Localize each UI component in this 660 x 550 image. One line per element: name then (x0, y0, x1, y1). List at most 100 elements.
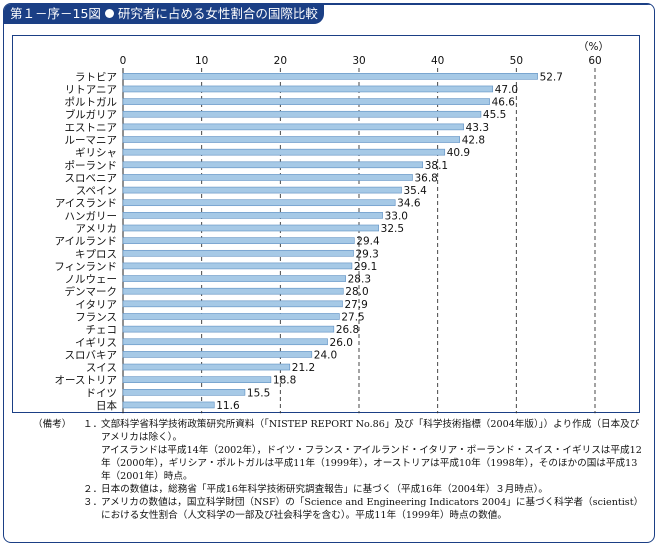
bar (122, 161, 424, 169)
bar (122, 123, 464, 131)
value-label: 24.0 (314, 349, 337, 361)
category-label: スイス (86, 362, 117, 374)
bar (122, 363, 291, 371)
value-label: 32.5 (381, 223, 404, 235)
bar (122, 376, 272, 383)
figure-frame: 第１－序－15図 研究者に占める女性割合の国際比較 (3, 3, 655, 543)
note-item: １． 文部科学省科学技術政策研究所資料（「NISTEP REPORT No.86」… (83, 418, 643, 483)
bullet-icon (104, 9, 114, 18)
category-label: アイスランド (55, 198, 117, 210)
note-text: アイスランドは平成14年（2002年），ドイツ・フランス・アイルランド・イタリア… (101, 445, 642, 482)
value-label: 11.6 (216, 400, 240, 412)
value-label: 42.8 (462, 135, 485, 147)
value-label: 26.0 (330, 337, 353, 349)
bar (122, 300, 343, 308)
figure-title: 研究者に占める女性割合の国際比較 (117, 6, 318, 21)
bar (122, 351, 313, 358)
x-tick-label: 0 (120, 55, 127, 67)
unit-label: （%） (578, 41, 609, 53)
note-text: 文部科学省科学技術政策研究所資料（「NISTEP REPORT No.86」及び… (101, 419, 640, 443)
bar (122, 389, 246, 396)
bar (122, 237, 355, 244)
category-label: ラトビア (75, 71, 117, 83)
value-label: 47.0 (495, 84, 518, 96)
category-label: ポーランド (65, 160, 118, 172)
value-label: 34.6 (397, 198, 421, 210)
value-label: 26.8 (336, 324, 359, 336)
category-label: イタリア (75, 299, 117, 311)
title-rule (324, 4, 654, 5)
value-label: 46.6 (492, 97, 516, 109)
value-label: 38.1 (425, 160, 448, 172)
note-item: ２． 日本の数値は，総務省「平成16年科学技術研究調査報告」に基づく（平成16年（… (83, 483, 643, 496)
category-label: ノルウェー (65, 274, 118, 286)
figure-number: 第１－序－15図 (10, 6, 101, 21)
category-label: ルーマニア (65, 135, 118, 147)
category-label: エストニア (65, 122, 118, 134)
category-label: デンマーク (65, 285, 118, 298)
value-label: 28.0 (345, 286, 368, 298)
bar (122, 287, 344, 295)
category-label: フランス (75, 311, 117, 323)
value-label: 40.9 (447, 147, 470, 159)
category-label: 日本 (96, 399, 117, 412)
bar (122, 186, 402, 194)
bar (122, 199, 396, 207)
bar (122, 136, 460, 143)
note-number: １． (83, 419, 103, 430)
notes-body: １． 文部科学省科学技術政策研究所資料（「NISTEP REPORT No.86」… (83, 418, 643, 522)
note-number: ２． (83, 484, 103, 495)
x-tick-label: 30 (352, 55, 365, 67)
category-label: イギリス (75, 337, 117, 349)
note-text: 日本の数値は，総務省「平成16年科学技術研究調査報告」に基づく（平成16年（20… (101, 484, 548, 495)
bar (122, 148, 446, 156)
category-label: キプロス (75, 248, 117, 260)
value-label: 29.4 (356, 236, 380, 248)
value-label: 33.0 (385, 210, 408, 222)
x-tick-label: 10 (195, 55, 208, 67)
bar (122, 212, 383, 219)
category-label: アメリカ (76, 223, 117, 235)
x-tick-label: 40 (431, 55, 444, 67)
value-label: 27.5 (341, 311, 364, 323)
category-label: スロベニア (65, 172, 118, 184)
value-label: 29.1 (354, 261, 377, 273)
bar-chart: （%） 0 10 20 30 40 50 60 ラトビア 52.7 リトアニア 47.0 ポルトガル 46… (54, 41, 609, 414)
bar (122, 249, 354, 257)
bar (122, 275, 346, 282)
category-label: ギリシャ (75, 147, 117, 159)
bar (122, 401, 215, 409)
x-tick-label: 50 (510, 55, 523, 67)
x-tick-label: 20 (274, 55, 287, 67)
value-label: 35.4 (403, 185, 427, 197)
note-text: アメリカの数値は，国立科学財団（NSF）の「Science and Engine… (101, 497, 639, 521)
x-tick-label: 60 (588, 55, 601, 67)
category-label: フィンランド (54, 261, 117, 273)
category-label: スロバキア (65, 349, 118, 361)
value-label: 52.7 (540, 71, 563, 83)
category-label: チェコ (86, 324, 118, 336)
bar (122, 325, 335, 333)
category-label: ポルトガル (65, 97, 118, 109)
value-label: 29.3 (355, 248, 378, 260)
value-label: 28.3 (348, 274, 371, 286)
category-label: ブルガリア (65, 108, 117, 121)
value-label: 18.8 (273, 375, 296, 387)
figure-title-bar: 第１－序－15図 研究者に占める女性割合の国際比較 (4, 4, 324, 24)
bar (122, 73, 538, 80)
bar (122, 110, 482, 118)
notes-label: （備考） (33, 419, 72, 430)
bar (122, 98, 490, 105)
bar (122, 262, 353, 270)
value-label: 43.3 (466, 122, 489, 134)
value-label: 27.9 (344, 299, 367, 311)
bar (122, 338, 328, 346)
category-label: リトアニア (65, 84, 117, 96)
chart-box: （%） 0 10 20 30 40 50 60 ラトビア 52.7 リトアニア 47.0 ポルトガル 46… (12, 35, 640, 414)
category-label: ハンガリー (65, 210, 118, 222)
value-label: 36.8 (414, 172, 437, 184)
bar (122, 313, 340, 320)
value-label: 45.5 (483, 109, 506, 121)
category-label: アイルランド (55, 236, 117, 248)
category-label: ドイツ (86, 387, 118, 399)
